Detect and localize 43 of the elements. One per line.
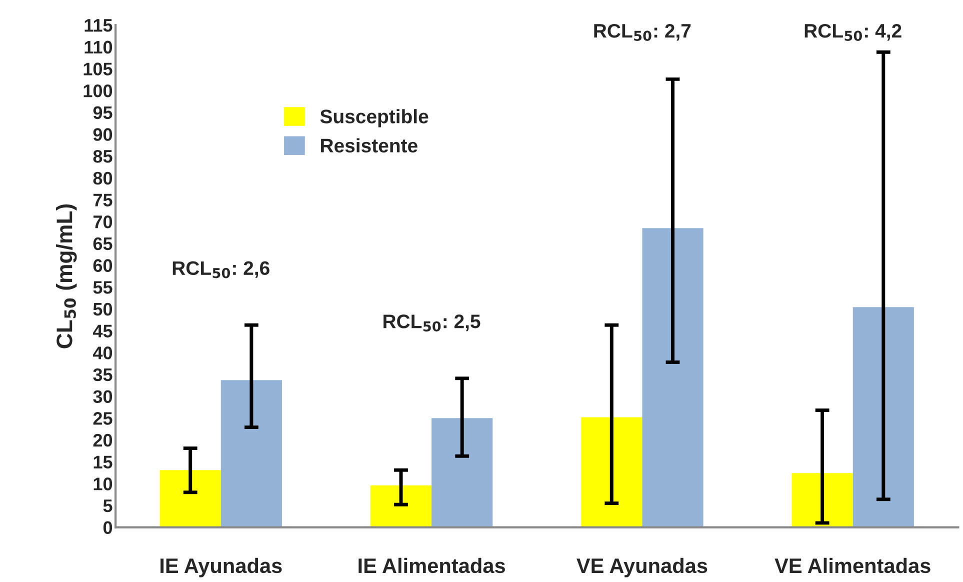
legend-label: Resistente [321,138,418,152]
y-tick-label: 15 [94,456,112,468]
y-tick-label: 100 [84,84,112,98]
y-tick-label: 90 [93,128,112,141]
y-tick-label: 40 [92,346,112,360]
y-tick-label: 35 [93,368,112,382]
y-tick-label: 45 [92,324,112,338]
y-tick-label: 20 [93,434,112,447]
bar [160,470,221,528]
x-tick-label: VE Ayunadas [576,558,708,578]
y-tick-label: 50 [93,302,112,316]
x-tick-label: VE Alimentadas [774,558,930,574]
y-tick-label: 70 [93,216,112,228]
y-tick-label: 10 [94,478,112,490]
y-tick-label: 0 [103,521,112,534]
bar [852,307,914,528]
y-tick-label: 80 [93,172,112,185]
annotation: RCL$_{50}$: 2,5 [384,314,480,332]
annotation: RCL$_{50}$: 2,7 [594,24,691,41]
y-axis-title: CL$_{50}$ (mg/mL) [56,204,77,348]
bar [581,417,642,528]
y-tick-label: 25 [93,412,112,425]
annotation: RCL$_{50}$: 4,2 [804,24,902,41]
x-tick-label: IE Alimentadas [358,558,505,574]
bar [792,473,853,528]
legend-label: Susceptible [320,109,428,128]
y-tick-label: 110 [84,40,112,54]
y-tick-label: 115 [84,19,112,32]
annotation: RCL$_{50}$: 2,6 [172,261,270,278]
y-tick-label: 5 [103,500,112,512]
bar [370,485,432,528]
y-tick-label: 95 [93,106,112,120]
bar [642,228,704,528]
bar [220,380,282,528]
y-tick-label: 105 [84,62,112,76]
y-tick-label: 65 [93,237,112,250]
y-tick-label: 30 [93,390,112,404]
y-tick-label: 85 [93,150,112,163]
y-tick-label: 55 [93,281,112,294]
y-tick-label: 75 [93,194,112,206]
bar [432,418,493,528]
y-tick-label: 60 [93,259,112,272]
x-tick-label: IE Ayunadas [160,558,282,578]
